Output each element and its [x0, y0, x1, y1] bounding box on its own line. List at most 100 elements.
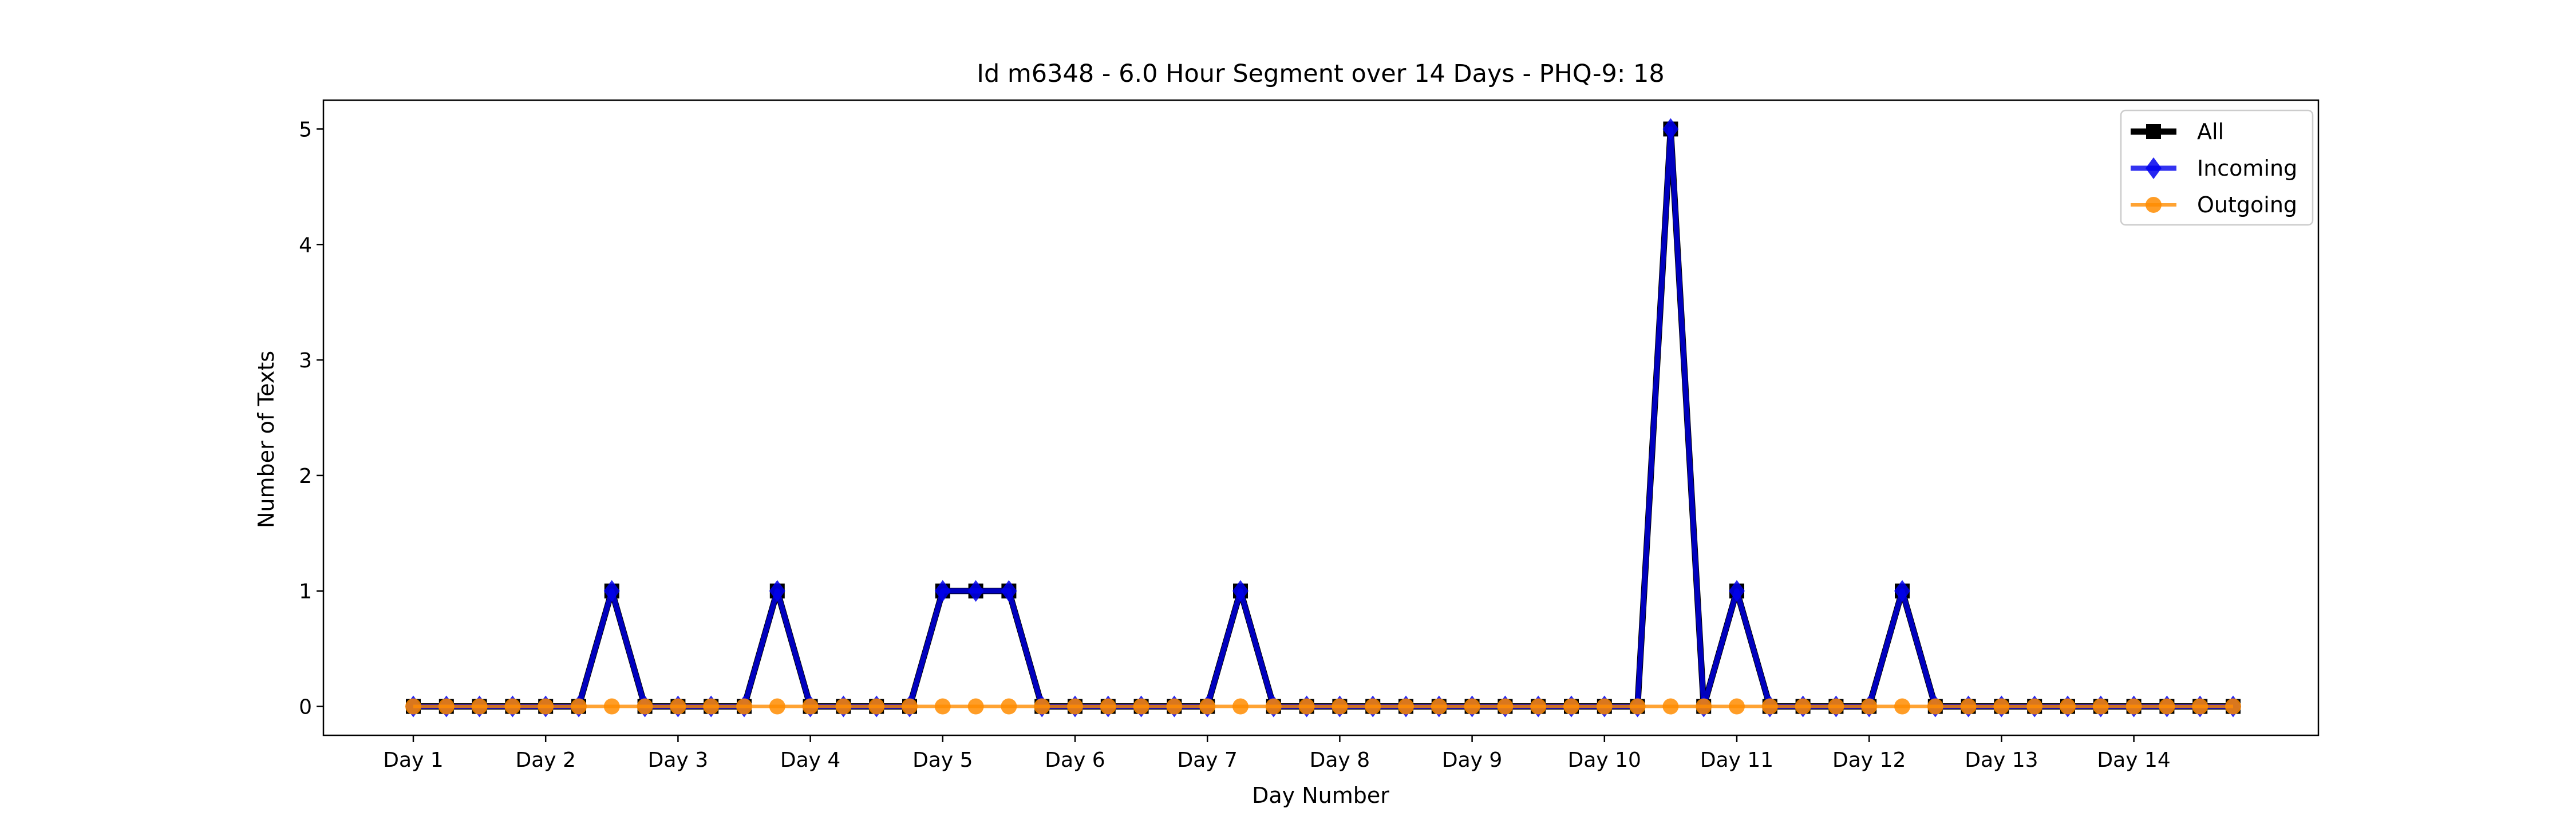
data-point-outgoing [1431, 698, 1447, 715]
data-point-outgoing [1729, 698, 1745, 715]
data-point-outgoing [571, 698, 587, 715]
x-tick-label: Day 5 [912, 748, 973, 772]
data-point-incoming [1232, 580, 1249, 602]
data-point-outgoing [703, 698, 720, 715]
x-tick-label: Day 6 [1045, 748, 1105, 772]
legend-label-all: All [2197, 119, 2224, 144]
data-point-outgoing [1265, 698, 1282, 715]
data-point-outgoing [1629, 698, 1646, 715]
data-point-outgoing [1795, 698, 1811, 715]
x-tick-label: Day 7 [1177, 748, 1237, 772]
data-point-outgoing [967, 698, 984, 715]
data-point-outgoing [868, 698, 885, 715]
data-point-incoming [1729, 580, 1745, 602]
series-incoming [405, 118, 2241, 718]
data-point-outgoing [438, 698, 455, 715]
data-point-outgoing [2125, 698, 2142, 715]
data-point-outgoing [1034, 698, 1050, 715]
data-point-outgoing [1133, 698, 1149, 715]
data-point-outgoing [1166, 698, 1183, 715]
data-point-outgoing [934, 698, 951, 715]
x-tick-label: Day 8 [1310, 748, 1370, 772]
x-tick-label: Day 12 [1832, 748, 1906, 772]
data-point-outgoing [1927, 698, 1943, 715]
chart-title: Id m6348 - 6.0 Hour Segment over 14 Days… [977, 60, 1664, 88]
x-tick-label: Day 13 [1965, 748, 2038, 772]
series-line-all [413, 125, 2233, 710]
x-tick-label: Day 1 [383, 748, 443, 772]
data-point-outgoing [1894, 698, 1910, 715]
plot-frame [322, 99, 2320, 736]
data-point-outgoing [1861, 698, 1878, 715]
data-point-incoming [934, 580, 951, 602]
data-point-outgoing [1828, 698, 1844, 715]
series-line-incoming [413, 126, 2233, 710]
data-point-incoming [1894, 580, 1910, 602]
x-tick-label: Day 3 [648, 748, 708, 772]
data-point-incoming [1001, 580, 1017, 602]
data-point-outgoing [637, 698, 653, 715]
legend-item-incoming: Incoming [2131, 156, 2297, 181]
y-tick-label: 0 [299, 696, 312, 719]
data-point-outgoing [1696, 698, 1712, 715]
x-tick-label: Day 4 [780, 748, 840, 772]
y-tick-label: 2 [299, 465, 312, 488]
data-point-outgoing [538, 698, 554, 715]
data-point-outgoing [603, 698, 620, 715]
y-tick-label: 5 [299, 118, 312, 141]
data-point-outgoing [1298, 698, 1315, 715]
data-point-outgoing [1761, 698, 1778, 715]
x-tick-label: Day 10 [1568, 748, 1641, 772]
data-point-outgoing [2192, 698, 2208, 715]
data-point-outgoing [2092, 698, 2109, 715]
data-point-outgoing [769, 698, 785, 715]
data-point-incoming [967, 580, 984, 602]
data-point-outgoing [1563, 698, 1579, 715]
data-point-outgoing [471, 698, 488, 715]
data-point-outgoing [1398, 698, 1414, 715]
legend-marker-outgoing [2146, 197, 2162, 213]
legend: All Incoming Outgoing [2120, 109, 2314, 226]
x-tick-label: Day 14 [2097, 748, 2170, 772]
data-point-outgoing [1365, 698, 1381, 715]
data-point-outgoing [1464, 698, 1480, 715]
data-point-outgoing [1596, 698, 1613, 715]
data-point-outgoing [802, 698, 819, 715]
y-tick-label: 4 [299, 233, 312, 257]
x-tick-label: Day 9 [1442, 748, 1502, 772]
data-point-incoming [769, 580, 785, 602]
x-tick-label: Day 2 [515, 748, 575, 772]
data-point-outgoing [670, 698, 686, 715]
y-axis-label: Number of Texts [254, 351, 279, 528]
data-point-outgoing [1332, 698, 1348, 715]
series-all [406, 121, 2241, 714]
legend-box [2120, 109, 2314, 226]
data-point-outgoing [1662, 698, 1679, 715]
data-point-outgoing [504, 698, 521, 715]
legend-label-outgoing: Outgoing [2197, 192, 2297, 217]
legend-marker-all [2146, 124, 2161, 139]
legend-item-outgoing: Outgoing [2131, 192, 2297, 217]
data-point-outgoing [1497, 698, 1514, 715]
data-point-outgoing [1001, 698, 1017, 715]
data-point-outgoing [2225, 698, 2241, 715]
x-axis-label: Day Number [1252, 783, 1389, 808]
data-point-incoming [603, 580, 620, 602]
legend-marker-incoming [2146, 157, 2162, 179]
data-point-outgoing [1530, 698, 1547, 715]
data-point-outgoing [736, 698, 752, 715]
data-point-outgoing [405, 698, 421, 715]
data-point-outgoing [2026, 698, 2043, 715]
data-point-outgoing [2060, 698, 2076, 715]
data-point-incoming [1662, 118, 1679, 140]
series-outgoing [405, 698, 2241, 715]
legend-item-all: All [2131, 119, 2224, 144]
legend-label-incoming: Incoming [2197, 156, 2297, 181]
data-point-outgoing [1232, 698, 1249, 715]
data-point-outgoing [1993, 698, 2010, 715]
y-tick-label: 3 [299, 349, 312, 373]
data-point-outgoing [1100, 698, 1116, 715]
data-point-outgoing [1199, 698, 1216, 715]
x-tick-label: Day 11 [1700, 748, 1773, 772]
